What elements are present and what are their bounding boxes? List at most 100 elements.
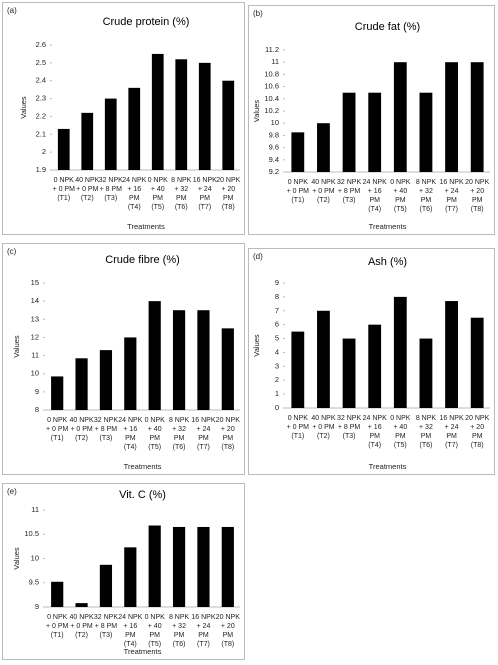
chart-title: Crude protein (%) xyxy=(103,16,190,28)
x-tick-label: + 20 xyxy=(470,188,484,195)
y-tick-label: 11 xyxy=(271,57,279,66)
x-tick-label: 0 NPK xyxy=(47,417,68,424)
bar xyxy=(148,301,161,410)
x-tick-label: 0 NPK xyxy=(145,614,166,621)
y-tick-label: 2.5 xyxy=(36,58,46,67)
bar xyxy=(197,310,210,410)
x-tick-label: + 20 xyxy=(221,186,235,193)
y-tick-label: 8 xyxy=(35,405,39,414)
x-tick-label: + 0 PM xyxy=(70,426,93,433)
y-tick-label: 2.2 xyxy=(36,111,46,120)
panel-label: (e) xyxy=(7,487,17,496)
panel-frame xyxy=(248,248,495,475)
x-tick-label: PM xyxy=(369,197,380,204)
y-tick-label: 6 xyxy=(275,320,279,329)
x-tick-label: 16 NPK xyxy=(191,417,215,424)
x-tick-label: (T4) xyxy=(124,444,137,451)
y-tick-label: 10.8 xyxy=(264,69,279,78)
y-tick-label: 2 xyxy=(275,375,279,384)
x-axis-label: Treatments xyxy=(127,222,165,231)
x-tick-label: + 8 PM xyxy=(95,623,118,630)
x-tick-label: + 32 xyxy=(172,623,186,630)
x-tick-label: + 0 PM xyxy=(287,188,310,195)
y-tick-label: 9.2 xyxy=(269,167,279,176)
y-tick-label: 2.6 xyxy=(36,40,46,49)
y-tick-label: 2.1 xyxy=(36,129,46,138)
x-tick-label: 24 NPK xyxy=(363,179,387,186)
x-axis-label: Treatments xyxy=(124,647,162,656)
y-tick-label: 12 xyxy=(31,332,39,341)
bar xyxy=(445,62,458,173)
x-tick-label: PM xyxy=(223,435,234,442)
bar xyxy=(368,92,382,172)
x-tick-label: 32 NPK xyxy=(99,177,123,184)
x-tick-label: (T5) xyxy=(394,206,407,213)
x-tick-label: PM xyxy=(395,433,406,440)
bar xyxy=(393,62,407,173)
x-tick-label: (T7) xyxy=(445,206,458,213)
x-tick-label: + 24 xyxy=(197,623,211,630)
x-tick-label: + 0 PM xyxy=(312,188,335,195)
x-tick-label: (T5) xyxy=(148,444,161,451)
y-tick-label: 10.6 xyxy=(264,82,279,91)
x-tick-label: (T6) xyxy=(175,204,188,211)
x-tick-label: PM xyxy=(149,435,160,442)
bar xyxy=(81,112,94,170)
x-tick-label: + 40 xyxy=(393,424,407,431)
x-tick-label: (T1) xyxy=(51,632,64,639)
x-tick-label: PM xyxy=(176,195,187,202)
y-axis-label: Values xyxy=(19,96,28,119)
bar xyxy=(342,92,356,172)
x-tick-label: PM xyxy=(421,433,432,440)
bar xyxy=(342,338,356,408)
y-tick-label: 9 xyxy=(35,387,39,396)
x-tick-label: (T4) xyxy=(128,204,141,211)
x-tick-label: 0 NPK xyxy=(288,179,309,186)
bar xyxy=(75,603,88,607)
x-tick-label: (T4) xyxy=(368,442,381,449)
x-tick-label: (T2) xyxy=(317,197,330,204)
y-axis-label: Values xyxy=(12,547,21,570)
y-tick-label: 2 xyxy=(42,147,46,156)
y-tick-label: 3 xyxy=(275,361,279,370)
x-tick-label: (T4) xyxy=(368,206,381,213)
x-tick-label: 40 NPK xyxy=(311,179,335,186)
bar xyxy=(470,62,484,173)
x-tick-label: 32 NPK xyxy=(337,179,361,186)
x-tick-label: + 40 xyxy=(148,623,162,630)
x-tick-label: 8 NPK xyxy=(416,415,437,422)
x-tick-label: 8 NPK xyxy=(169,614,190,621)
x-tick-label: PM xyxy=(149,632,160,639)
bar xyxy=(99,564,113,607)
x-tick-label: 32 NPK xyxy=(337,415,361,422)
x-tick-label: (T8) xyxy=(221,641,234,648)
x-tick-label: (T1) xyxy=(51,435,64,442)
x-tick-label: 20 NPK xyxy=(465,179,489,186)
y-tick-label: 5 xyxy=(275,334,279,343)
panel-frame xyxy=(2,483,245,660)
x-tick-label: PM xyxy=(223,632,234,639)
x-tick-label: (T1) xyxy=(291,197,304,204)
x-tick-label: 32 NPK xyxy=(94,614,118,621)
x-tick-label: (T6) xyxy=(420,206,433,213)
y-tick-label: 2.3 xyxy=(36,94,46,103)
chart-title: Crude fibre (%) xyxy=(105,254,180,266)
chart-title: Crude fat (%) xyxy=(355,21,420,33)
panel-frame xyxy=(248,5,495,235)
y-tick-label: 1.9 xyxy=(36,165,46,174)
bar xyxy=(51,581,64,607)
bar xyxy=(419,92,433,172)
x-tick-label: 0 NPK xyxy=(47,614,68,621)
bar xyxy=(393,296,407,408)
x-tick-label: (T5) xyxy=(148,641,161,648)
x-tick-label: (T7) xyxy=(197,641,210,648)
x-tick-label: PM xyxy=(472,197,483,204)
x-tick-label: 16 NPK xyxy=(193,177,217,184)
x-tick-label: + 40 xyxy=(151,186,165,193)
bar xyxy=(104,98,117,170)
x-tick-label: 24 NPK xyxy=(118,417,142,424)
x-tick-label: + 32 xyxy=(419,424,433,431)
x-tick-label: PM xyxy=(153,195,164,202)
y-axis-label: Values xyxy=(252,334,261,357)
